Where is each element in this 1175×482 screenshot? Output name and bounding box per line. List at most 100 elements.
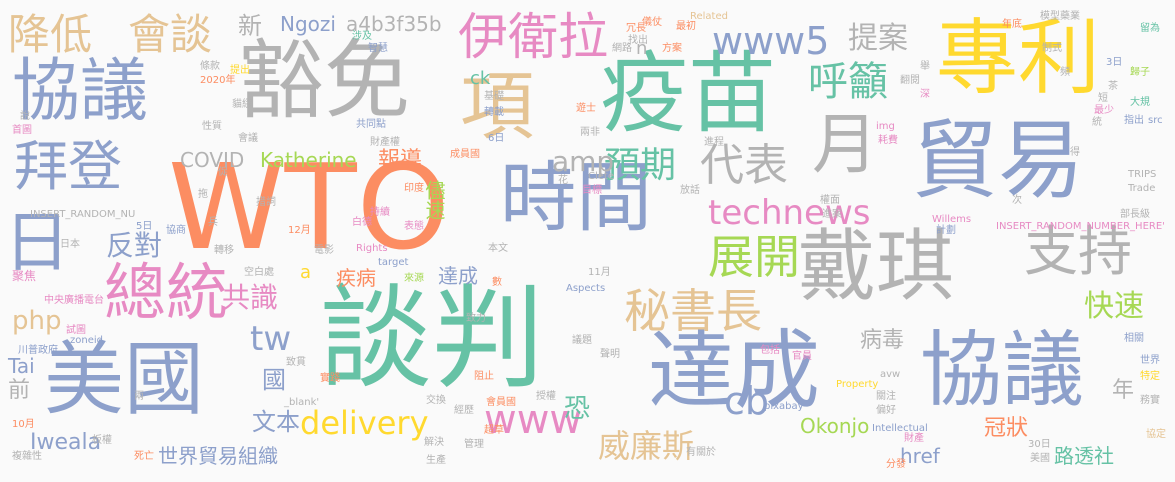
word-zhishi: 制式: [1042, 43, 1062, 54]
word-meiguo: 美國: [44, 333, 204, 426]
word-nian: 年: [1112, 378, 1135, 403]
word-aspects: Aspects: [566, 283, 606, 294]
word-insert-1: INSERT_RANDOM_NU: [30, 209, 136, 220]
word-chixu: 持續: [370, 207, 390, 218]
word-www: www: [484, 397, 583, 443]
word-meiguo-small: 美國: [1030, 453, 1050, 464]
word-covid: COVID: [180, 148, 245, 172]
word-3ri: 3日: [1106, 57, 1123, 68]
word-huomian: 豁免: [238, 31, 410, 131]
word-trump-gov: 川普政府: [18, 345, 58, 356]
word-liangfei: 兩非: [580, 127, 600, 138]
word-trade: Trade: [1128, 183, 1156, 194]
word-quanmian: 權面: [820, 195, 840, 206]
word-jincheng: 進程: [704, 137, 724, 148]
word-jiangdi: 降低: [8, 10, 93, 59]
word-baideng: 拜登: [14, 135, 122, 198]
word-fuzaxing: 複雜性: [12, 451, 42, 462]
word-liuwei: 留為: [1140, 23, 1160, 34]
word-tong: 統: [1092, 117, 1102, 128]
word-jinan: 進案: [822, 209, 842, 220]
word-5ri: 5日: [136, 221, 153, 232]
word-hua: 花: [558, 175, 568, 186]
word-jihua: 計劃: [936, 225, 956, 236]
word-xiangguan: 相關: [1124, 333, 1144, 344]
word-ngozi: Ngozi: [280, 12, 336, 36]
word-shouquan: 授權: [536, 391, 556, 402]
word-www5: www5: [712, 19, 830, 63]
word-xieyi-1: 協議: [12, 52, 149, 131]
word-chaocao: 超草: [484, 425, 504, 436]
word-cha: 茶: [1108, 81, 1118, 92]
word-yuqi: 預期: [604, 145, 677, 186]
word-pixabay: pixabay: [764, 401, 804, 412]
word-teding: 特定: [1140, 371, 1160, 382]
word-dianying: 電影: [314, 245, 334, 256]
word-wto-fullname: 世界貿易組織: [158, 444, 278, 468]
word-fanghua: 放話: [680, 185, 700, 196]
word-yue: 月: [812, 106, 878, 183]
word-gongtongdian: 共同點: [356, 119, 386, 130]
word-maomiu: 貓繆: [232, 99, 252, 110]
word-tian-an: 提案: [848, 21, 908, 56]
word-mishuzhang: 秘書長: [624, 284, 762, 338]
word-chengyuanguo: 成員國: [450, 149, 480, 160]
word-xieshang: 協商: [166, 225, 186, 236]
word-zhili: 致力: [466, 313, 486, 324]
word-baodao: 報導: [378, 148, 423, 173]
word-kong: 恐: [564, 394, 591, 424]
word-de: 得: [1070, 147, 1080, 158]
word-jichu: 基礎: [484, 91, 504, 102]
word-clete: Clete: [588, 171, 614, 182]
word-caichan: 財產: [904, 433, 924, 444]
word-moxingyaoye: 模型藥業: [1040, 11, 1080, 22]
word-laiyuan: 來源: [404, 273, 424, 284]
word-guanzhuang: 冠狀: [984, 416, 1029, 441]
word-niandi: 年底: [1002, 19, 1022, 30]
word-okonjo: Okonjo: [800, 414, 870, 438]
word-huiyi: 會議: [238, 133, 258, 144]
word-shu: 數: [492, 277, 502, 288]
word-a4b3f35b: a4b3f35b: [346, 12, 442, 36]
word-tichu: 提出: [230, 65, 250, 76]
word-yiweila: 伊衛拉: [458, 8, 608, 66]
word-rights: Rights: [356, 243, 388, 254]
word-siwang: 死亡: [134, 451, 154, 462]
word-zoneid: zoneid: [70, 335, 103, 346]
word-youshi: 遊士: [576, 103, 596, 114]
word-cb: cb: [724, 379, 770, 423]
word-tanpan: 談判: [320, 274, 544, 404]
word-guizi: 歸子: [1130, 67, 1150, 78]
word-11yue: 11月: [588, 267, 611, 278]
word-jinsu: 儘速: [422, 180, 446, 220]
word-huitan: 會談: [128, 10, 213, 59]
word-daguimo: 大規: [1130, 97, 1150, 108]
word-zuzhi: 阻止: [474, 371, 494, 382]
word-shengming: 聲明: [600, 349, 620, 360]
word-10yue: 10月: [12, 419, 35, 430]
word-zhuanli: 專利: [936, 11, 1101, 106]
word-shoutu: 首圖: [12, 125, 32, 136]
word-zhuanyi: 轉移: [214, 245, 234, 256]
word-fangan: 方案: [662, 43, 682, 54]
word-zhaochu: 找出: [628, 35, 648, 46]
word-weiliansi: 威廉斯: [598, 427, 695, 465]
word-baide: 白德: [352, 217, 372, 228]
word-jingli: 經歷: [454, 405, 474, 416]
word-mubiao: 目標: [582, 185, 602, 196]
word-wenben: 文本: [252, 408, 300, 436]
word-shitu: 試圖: [66, 325, 86, 336]
word-haofei: 耗費: [878, 135, 898, 146]
word-cu: 促: [218, 167, 228, 178]
word-zhiguan: 致貫: [286, 357, 306, 368]
word-iweala: Iweala: [30, 430, 102, 455]
word-xieyi-2: 協議: [920, 323, 1085, 418]
word-zuishao: 最少: [1094, 105, 1114, 116]
word-cna: 中央廣播電台: [44, 295, 104, 306]
word-youguanyu: 有關於: [686, 447, 716, 458]
word-xin: 新: [238, 12, 262, 40]
word-guanzhu: 關注: [876, 391, 896, 402]
word-related: Related: [690, 11, 728, 22]
word-insert-2: INSERT_RANDOM_NUMBER_HERE': [996, 221, 1165, 232]
